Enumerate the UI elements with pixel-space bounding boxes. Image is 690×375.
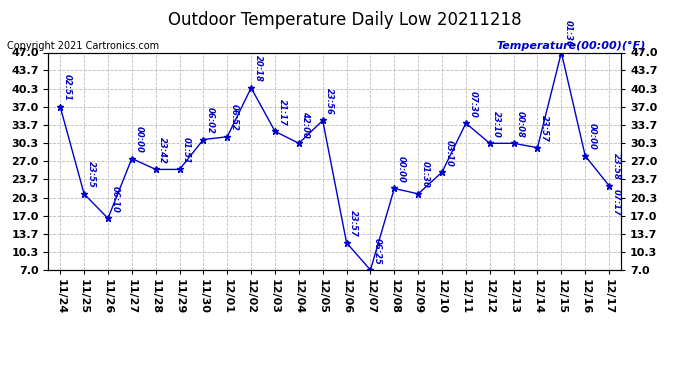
Text: 03:10: 03:10 (444, 140, 453, 166)
Text: 23:57: 23:57 (349, 210, 358, 237)
Text: 06:10: 06:10 (110, 186, 119, 213)
Text: 02:51: 02:51 (63, 75, 72, 101)
Text: 06:02: 06:02 (206, 107, 215, 134)
Text: 01:36: 01:36 (564, 20, 573, 47)
Text: Temperature(00:00)(°F): Temperature(00:00)(°F) (497, 41, 646, 51)
Text: 20:18: 20:18 (254, 56, 263, 82)
Text: 07:17: 07:17 (611, 189, 620, 216)
Text: 07:30: 07:30 (469, 91, 477, 118)
Text: 23:57: 23:57 (540, 115, 549, 142)
Text: 23:42: 23:42 (158, 137, 167, 164)
Text: 00:00: 00:00 (135, 126, 144, 153)
Text: 42:00: 42:00 (302, 111, 310, 138)
Text: 00:08: 00:08 (516, 111, 525, 138)
Text: 00:00: 00:00 (397, 156, 406, 183)
Text: Copyright 2021 Cartronics.com: Copyright 2021 Cartronics.com (7, 41, 159, 51)
Text: Outdoor Temperature Daily Low 20211218: Outdoor Temperature Daily Low 20211218 (168, 11, 522, 29)
Text: 01:30: 01:30 (421, 162, 430, 188)
Text: 23:58: 23:58 (611, 153, 620, 180)
Text: 00:00: 00:00 (588, 123, 597, 150)
Text: 01:51: 01:51 (182, 137, 191, 164)
Text: 06:25: 06:25 (373, 238, 382, 264)
Text: 21:17: 21:17 (277, 99, 286, 126)
Text: 23:10: 23:10 (492, 111, 501, 138)
Text: 23:55: 23:55 (86, 162, 95, 188)
Text: 06:52: 06:52 (230, 104, 239, 131)
Text: 23:56: 23:56 (325, 88, 334, 115)
